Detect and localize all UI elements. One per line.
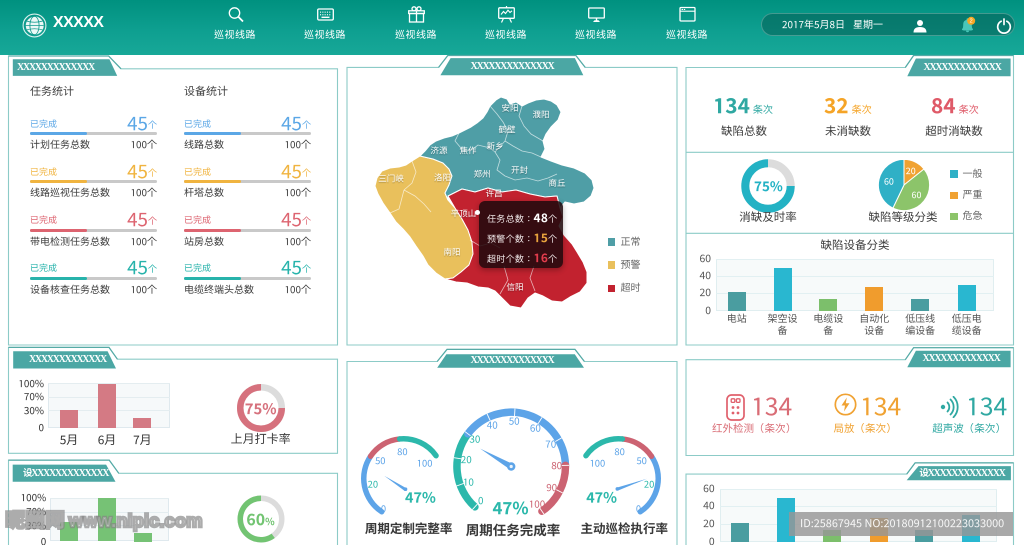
svg-text:47%: 47% bbox=[492, 498, 528, 518]
svg-text:焦作: 焦作 bbox=[459, 146, 477, 156]
svg-text:80: 80 bbox=[551, 460, 562, 472]
svg-text:三门峡: 三门峡 bbox=[378, 174, 404, 184]
svg-text:0: 0 bbox=[636, 503, 641, 514]
svg-text:100: 100 bbox=[529, 499, 546, 511]
svg-text:0: 0 bbox=[478, 495, 484, 507]
svg-text:0: 0 bbox=[381, 503, 386, 514]
svg-text:60: 60 bbox=[911, 189, 921, 200]
svg-text:安阳: 安阳 bbox=[501, 103, 518, 113]
svg-text:20: 20 bbox=[905, 165, 915, 176]
svg-text:平顶山: 平顶山 bbox=[451, 209, 477, 219]
svg-text:2: 2 bbox=[970, 19, 973, 25]
svg-text:47%: 47% bbox=[405, 489, 436, 506]
svg-text:10: 10 bbox=[463, 476, 474, 488]
svg-text:50: 50 bbox=[375, 455, 385, 466]
svg-text:60: 60 bbox=[530, 423, 541, 435]
svg-text:20: 20 bbox=[368, 478, 378, 489]
svg-text:濮阳: 濮阳 bbox=[532, 110, 549, 120]
svg-text:50: 50 bbox=[636, 455, 646, 466]
svg-text:60: 60 bbox=[883, 176, 893, 187]
svg-text:80: 80 bbox=[397, 446, 407, 457]
svg-text:许昌: 许昌 bbox=[485, 189, 502, 199]
svg-text:信阳: 信阳 bbox=[506, 282, 523, 292]
svg-text:100: 100 bbox=[590, 458, 606, 469]
svg-text:70: 70 bbox=[545, 439, 556, 451]
svg-text:20: 20 bbox=[461, 454, 472, 466]
svg-text:商丘: 商丘 bbox=[548, 178, 566, 188]
svg-text:40: 40 bbox=[487, 420, 498, 432]
svg-text:50: 50 bbox=[509, 416, 520, 428]
svg-text:47%: 47% bbox=[586, 489, 617, 506]
svg-text:开封: 开封 bbox=[511, 165, 529, 175]
svg-text:100: 100 bbox=[417, 458, 433, 469]
svg-text:30: 30 bbox=[469, 434, 480, 446]
svg-text:郑州: 郑州 bbox=[473, 169, 490, 179]
svg-text:济源: 济源 bbox=[430, 146, 448, 156]
svg-text:新乡: 新乡 bbox=[486, 141, 503, 151]
svg-text:南阳: 南阳 bbox=[443, 247, 460, 257]
svg-text:洛阳: 洛阳 bbox=[434, 173, 451, 183]
svg-text:20: 20 bbox=[644, 478, 654, 489]
svg-text:80: 80 bbox=[614, 446, 624, 457]
svg-text:鹤壁: 鹤壁 bbox=[498, 125, 516, 135]
svg-text:90: 90 bbox=[546, 482, 557, 494]
